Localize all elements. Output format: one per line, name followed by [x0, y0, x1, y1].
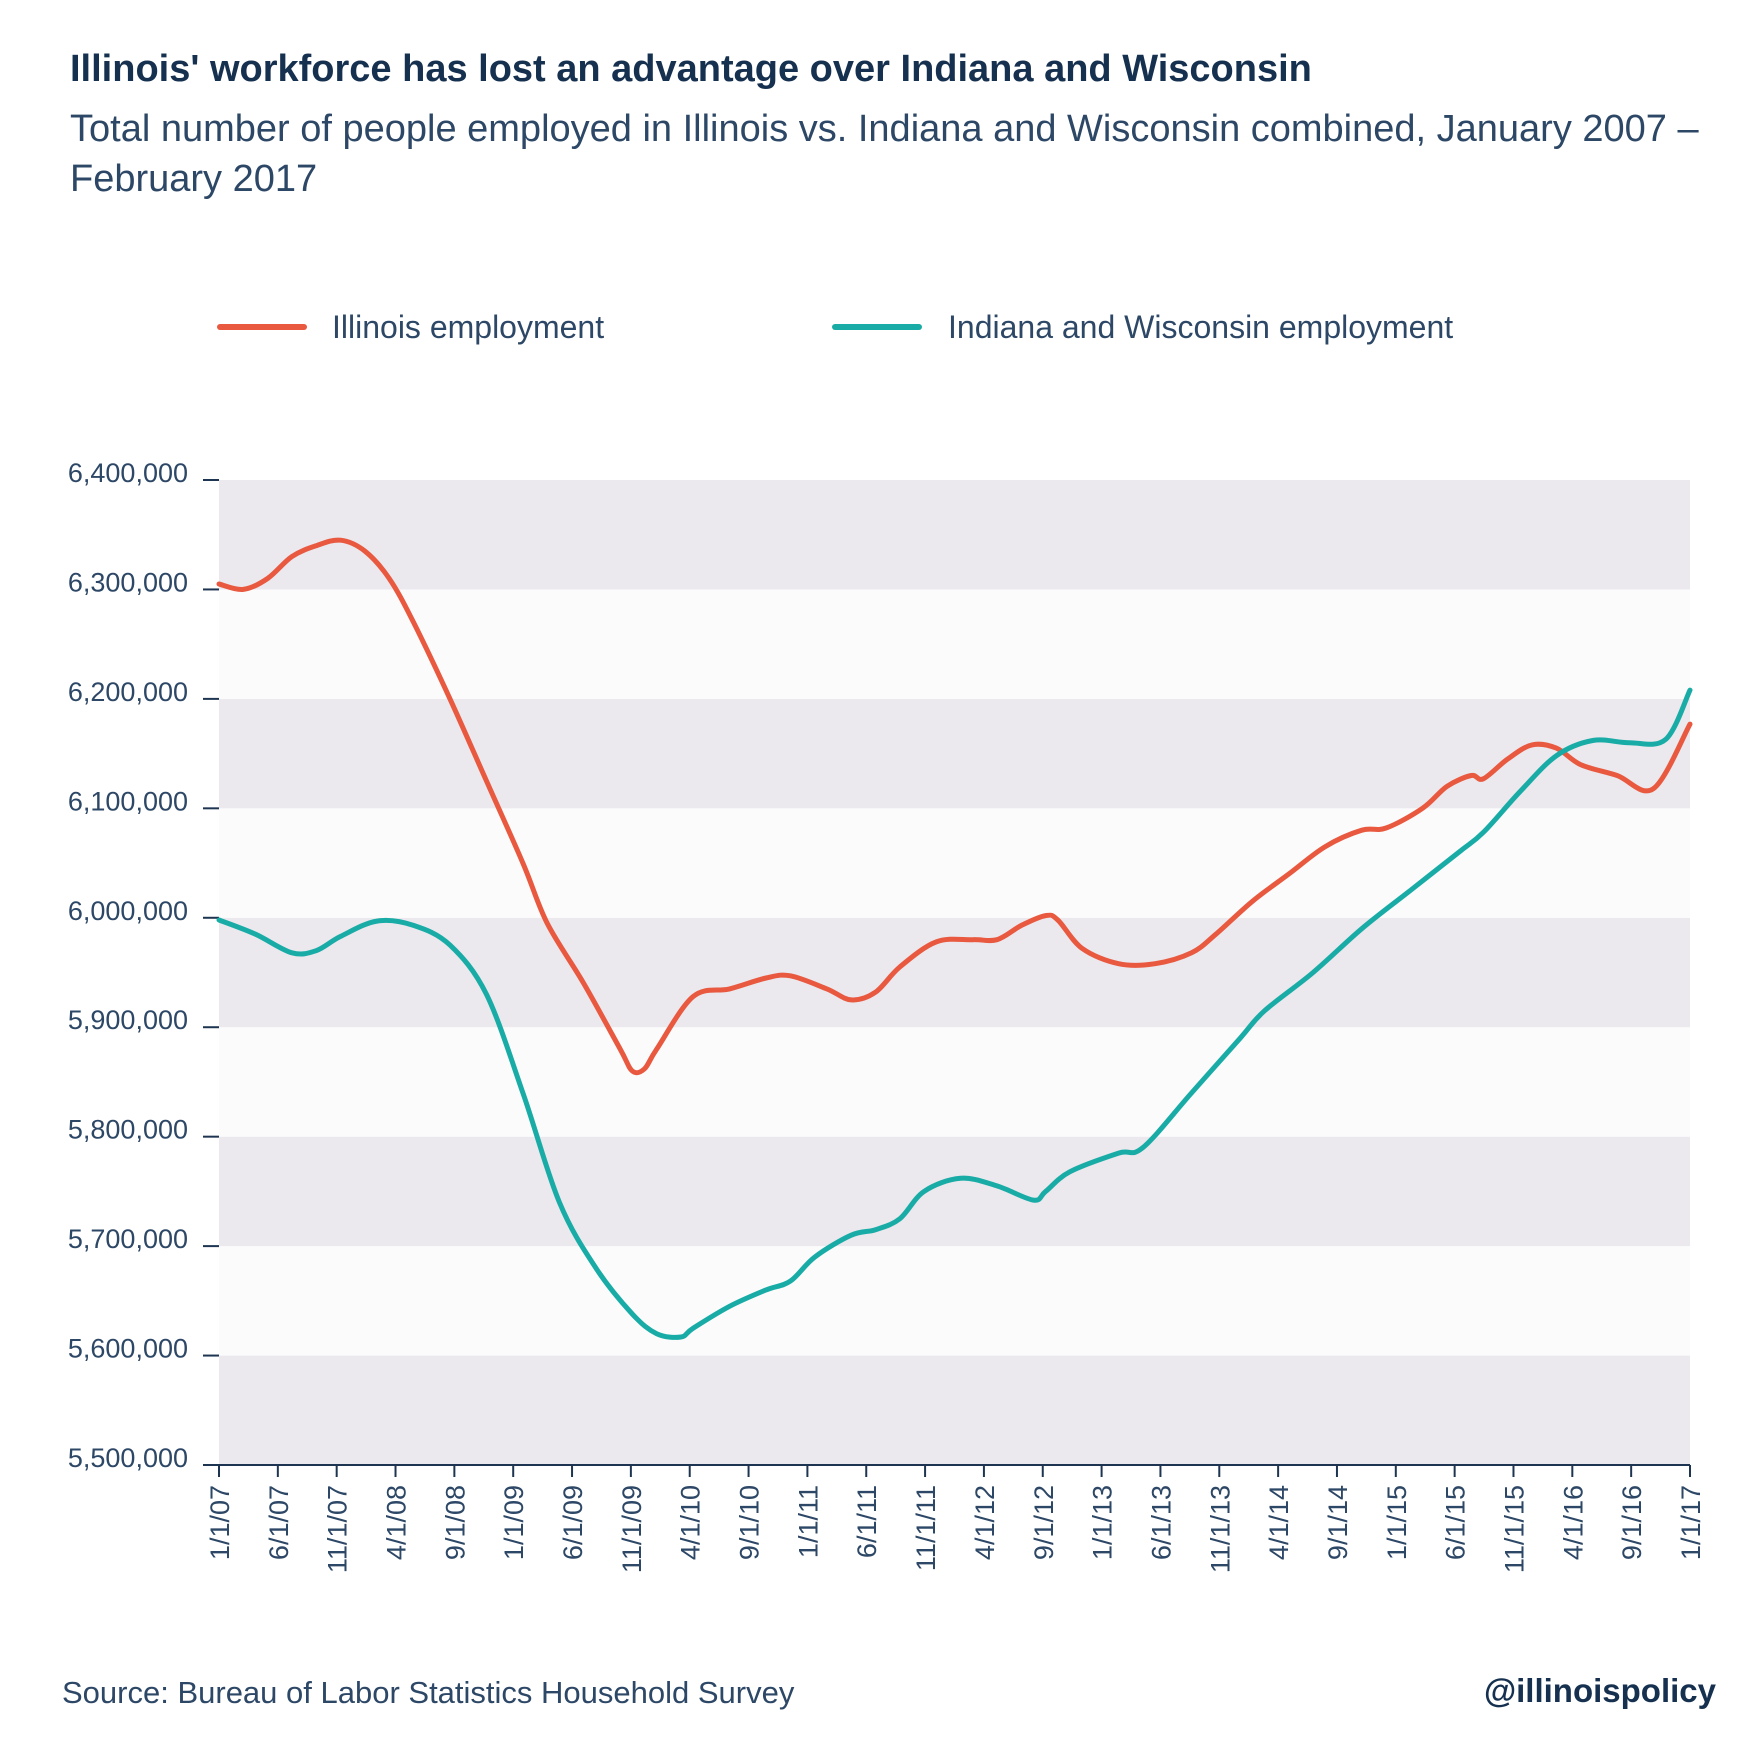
- y-tick-label: 5,800,000: [68, 1115, 188, 1145]
- x-tick-label: 1/1/09: [499, 1485, 529, 1560]
- x-tick-label: 11/1/07: [323, 1485, 353, 1573]
- x-tick-label: 4/1/10: [676, 1485, 706, 1560]
- grid-band: [219, 1027, 1690, 1137]
- x-tick-label: 1/1/07: [205, 1485, 235, 1560]
- x-tick-label: 1/1/11: [793, 1485, 823, 1558]
- grid-band: [219, 1246, 1690, 1356]
- grid-band: [219, 808, 1690, 918]
- series-lines: [216, 537, 1693, 1340]
- chart-subtitle: Total number of people employed in Illin…: [70, 108, 1699, 200]
- source-note: Source: Bureau of Labor Statistics House…: [62, 1675, 795, 1710]
- x-tick-label: 6/1/15: [1441, 1485, 1471, 1560]
- x-tick-label: 6/1/09: [558, 1485, 588, 1560]
- grid-band: [219, 480, 1690, 590]
- x-tick-label: 11/1/13: [1205, 1485, 1235, 1573]
- x-axis: 1/1/07 6/1/07 11/1/07 4/1/08 9/1/08 1/1/09 6/1…: [205, 1464, 1706, 1573]
- y-tick-label: 5,700,000: [68, 1224, 188, 1254]
- x-tick-label: 11/1/11: [911, 1485, 941, 1571]
- x-tick-label: 1/1/13: [1088, 1485, 1118, 1560]
- y-tick-label: 5,900,000: [68, 1005, 188, 1035]
- grid-band: [219, 698, 1690, 809]
- y-tick-label: 6,100,000: [68, 786, 188, 816]
- x-tick-label: 6/1/11: [852, 1485, 882, 1558]
- x-tick-label: 11/1/09: [617, 1485, 647, 1573]
- legend-label: Illinois employment: [332, 309, 604, 345]
- x-tick-label: 9/1/16: [1617, 1485, 1647, 1560]
- x-tick-label: 6/1/07: [264, 1485, 294, 1560]
- x-tick-label: 11/1/15: [1499, 1485, 1529, 1573]
- legend-label: Indiana and Wisconsin employment: [948, 309, 1453, 345]
- x-tick-label: 4/1/16: [1558, 1485, 1588, 1560]
- y-tick-label: 6,300,000: [68, 567, 188, 597]
- x-tick-label: 9/1/10: [735, 1485, 765, 1560]
- grid-band: [219, 1136, 1690, 1247]
- x-tick-label: 4/1/08: [382, 1485, 412, 1560]
- x-tick-label: 4/1/12: [970, 1485, 1000, 1560]
- x-tick-label: 9/1/08: [440, 1485, 470, 1560]
- y-tick-label: 5,500,000: [68, 1443, 188, 1473]
- brand-handle: @illinoispolicy: [1483, 1672, 1716, 1709]
- y-tick-label: 6,400,000: [68, 458, 188, 488]
- legend: Illinois employment Indiana and Wisconsin…: [217, 309, 1453, 345]
- grid-band: [219, 917, 1690, 1028]
- x-tick-label: 1/1/15: [1382, 1485, 1412, 1560]
- x-tick-label: 6/1/13: [1146, 1485, 1176, 1560]
- x-tick-label: 9/1/12: [1029, 1485, 1059, 1560]
- x-tick-label: 1/1/17: [1676, 1485, 1706, 1560]
- x-tick-label: 4/1/14: [1264, 1485, 1294, 1560]
- illinois-series-line: [216, 537, 1693, 1076]
- chart-title: Illinois' workforce has lost an advantag…: [70, 48, 1312, 90]
- x-tick-label: 9/1/14: [1323, 1485, 1353, 1560]
- grid-band: [219, 589, 1690, 699]
- plot-bands: [219, 480, 1690, 1465]
- y-axis: 5,500,000 5,600,000 5,700,000 5,800,000 5,90…: [68, 458, 219, 1473]
- y-tick-label: 6,200,000: [68, 677, 188, 707]
- y-tick-label: 6,000,000: [68, 896, 188, 926]
- grid-band: [219, 1355, 1690, 1465]
- indiana-wisconsin-series-line: [216, 687, 1693, 1340]
- y-tick-label: 5,600,000: [68, 1334, 188, 1364]
